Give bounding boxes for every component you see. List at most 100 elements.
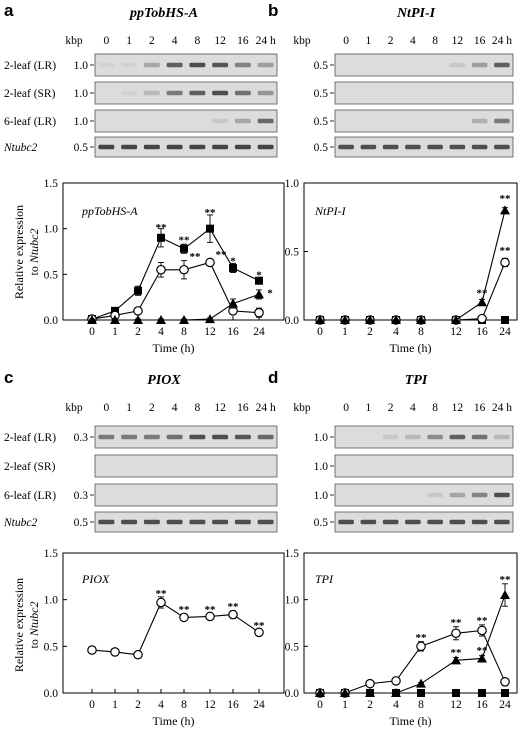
gel-band bbox=[257, 62, 274, 68]
data-point bbox=[254, 627, 264, 638]
significance-mark: ** bbox=[477, 645, 489, 657]
data-point bbox=[110, 315, 120, 324]
kbp-label: kbp bbox=[293, 402, 311, 414]
kbp-label: kbp bbox=[293, 35, 311, 47]
significance-mark: ** bbox=[205, 207, 217, 219]
data-point bbox=[391, 315, 401, 324]
gel-band bbox=[166, 62, 183, 68]
gel-row: 2-leaf (SR) bbox=[4, 454, 278, 478]
gene-title: NtPI-I bbox=[396, 6, 436, 21]
gel-band bbox=[121, 62, 138, 68]
data-point bbox=[179, 315, 189, 324]
gel-band bbox=[98, 519, 115, 525]
lane-label: 4 bbox=[410, 35, 416, 47]
gel-row: 1.0 bbox=[314, 483, 514, 507]
significance-mark: ** bbox=[228, 601, 240, 613]
gel-band bbox=[471, 62, 488, 68]
chart-inset-label: PIOX bbox=[81, 572, 110, 586]
gel-band bbox=[143, 144, 160, 150]
data-point bbox=[416, 641, 426, 652]
gel-strip bbox=[334, 81, 514, 105]
gel-band bbox=[405, 144, 421, 150]
lane-label: 16 bbox=[237, 35, 249, 47]
gel-band bbox=[427, 144, 443, 150]
gel-band bbox=[166, 144, 183, 150]
x-tick-label: 12 bbox=[450, 326, 462, 338]
gel-band bbox=[234, 519, 251, 525]
x-axis-label: Time (h) bbox=[153, 714, 195, 728]
gel-band bbox=[471, 144, 488, 150]
x-tick-label: 2 bbox=[135, 699, 141, 711]
size-marker: 1.0 bbox=[314, 432, 329, 444]
gel-strip bbox=[334, 483, 514, 507]
gel-band bbox=[382, 434, 399, 440]
chart-inset-label: TPI bbox=[315, 572, 334, 586]
x-tick-label: 12 bbox=[204, 699, 216, 711]
gel-image: kbp 0 1 2 4 8 12 16 24 h0.32-leaf (LR)2-leaf (SR… bbox=[3, 402, 278, 533]
data-point bbox=[110, 647, 120, 657]
gel-band bbox=[338, 144, 354, 150]
lane-label: 4 bbox=[410, 402, 416, 414]
lane-label: 8 bbox=[432, 35, 438, 47]
gel-band bbox=[143, 62, 160, 68]
data-point bbox=[500, 257, 510, 268]
gel-strip bbox=[334, 53, 514, 77]
lane-label: 1 bbox=[126, 35, 132, 47]
significance-mark: ** bbox=[179, 604, 191, 616]
gel-band bbox=[471, 118, 488, 124]
gel-strip bbox=[334, 425, 514, 449]
significance-mark: * bbox=[267, 288, 273, 300]
x-tick-label: 0 bbox=[317, 326, 323, 338]
x-tick-label: 8 bbox=[181, 326, 187, 338]
gel-band bbox=[189, 90, 206, 96]
significance-mark: ** bbox=[500, 245, 512, 257]
gel-band bbox=[405, 519, 421, 525]
size-marker: 0.3 bbox=[74, 490, 89, 502]
gel-row: 1.0 6-leaf (LR) bbox=[4, 109, 278, 133]
gel-strip bbox=[94, 53, 278, 77]
gel-band bbox=[427, 434, 443, 440]
gel-row: 0.5 bbox=[314, 81, 514, 105]
y-tick-label: 1.5 bbox=[44, 178, 59, 190]
data-point bbox=[417, 689, 425, 697]
x-tick-label: 4 bbox=[158, 699, 164, 711]
data-point bbox=[365, 678, 375, 689]
gel-row: 0.5 bbox=[314, 511, 514, 533]
x-tick-label: 4 bbox=[393, 699, 399, 711]
gel-band bbox=[189, 144, 206, 150]
x-tick-label: 0 bbox=[89, 699, 95, 711]
significance-mark: ** bbox=[500, 193, 512, 205]
gel-row: 0.5 Ntubc2 bbox=[3, 136, 278, 158]
data-point bbox=[254, 289, 264, 299]
data-point bbox=[477, 625, 487, 636]
gel-band bbox=[189, 62, 206, 68]
gel-strip bbox=[94, 483, 278, 507]
lane-label: 1 bbox=[366, 402, 372, 414]
gel-strip bbox=[334, 454, 514, 478]
significance-mark: ** bbox=[451, 647, 463, 659]
panel-label: c bbox=[4, 368, 13, 387]
size-marker: 0.3 bbox=[74, 432, 89, 444]
data-point bbox=[87, 315, 97, 324]
lane-label: 16 bbox=[474, 402, 486, 414]
kbp-label: kbp bbox=[65, 35, 83, 47]
row-label: 2-leaf (LR) bbox=[4, 432, 56, 444]
data-point bbox=[133, 649, 143, 660]
gene-title: ppTobHS-A bbox=[129, 6, 198, 21]
significance-mark: * bbox=[230, 256, 236, 268]
data-point bbox=[340, 315, 350, 324]
data-point bbox=[133, 306, 143, 316]
gel-band bbox=[212, 90, 229, 96]
gel-band bbox=[166, 434, 183, 440]
data-point bbox=[391, 688, 401, 697]
lane-label: 24 h bbox=[492, 402, 512, 414]
x-axis-label: Time (h) bbox=[390, 714, 432, 728]
gel-band bbox=[382, 144, 399, 150]
data-point bbox=[365, 315, 375, 324]
data-point bbox=[500, 676, 510, 687]
gel-band bbox=[360, 144, 377, 150]
x-tick-label: 2 bbox=[135, 326, 141, 338]
gel-band bbox=[121, 90, 138, 96]
